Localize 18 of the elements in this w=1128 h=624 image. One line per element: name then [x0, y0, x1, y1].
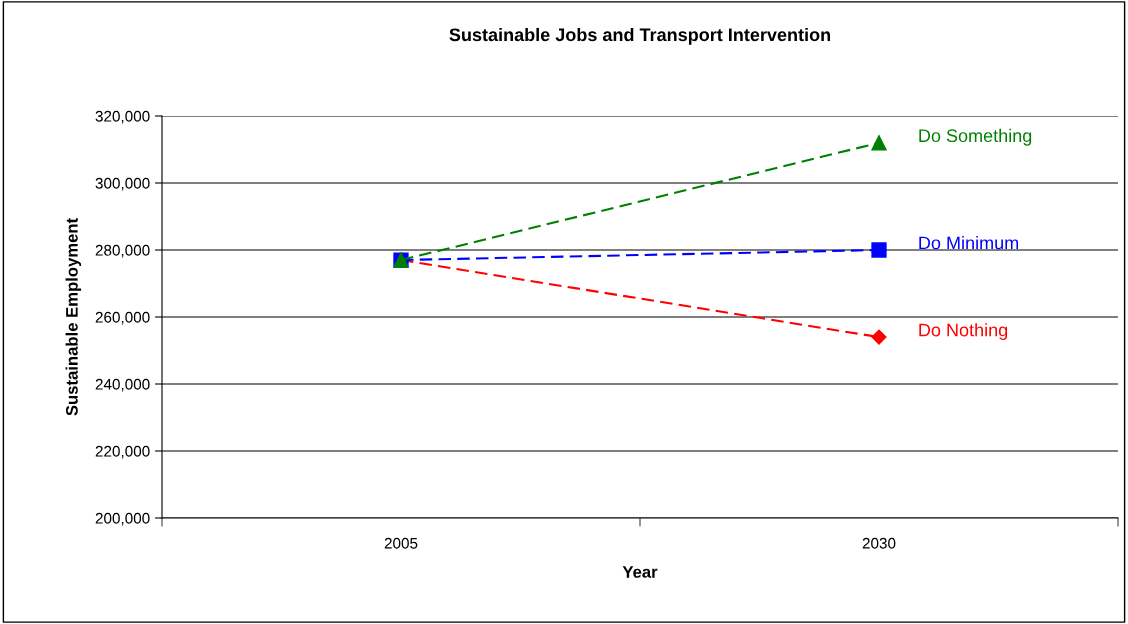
point	[871, 329, 887, 345]
y-tick-label: 240,000	[95, 378, 150, 392]
point	[871, 135, 887, 151]
x-tick-label: 2030	[862, 537, 896, 549]
series-label: Do Minimum	[919, 236, 1019, 250]
chart-title: Sustainable Jobs and Transport Intervention	[449, 27, 831, 45]
y-tick-label: 320,000	[95, 110, 150, 124]
y-tick-label: 280,000	[95, 244, 150, 258]
point	[871, 242, 887, 258]
series-label: Do Something	[919, 128, 1032, 146]
y-tick-label: 200,000	[95, 512, 150, 526]
x-axis-title: Year	[622, 566, 658, 578]
y-tick-label: 260,000	[95, 311, 150, 325]
y-tick-label: 220,000	[95, 445, 150, 459]
series-label: Do Nothing	[919, 323, 1008, 340]
y-tick-label: 300,000	[95, 177, 150, 191]
y-axis-title: Sustainable Employment	[65, 218, 82, 416]
x-tick-label: 2005	[384, 537, 418, 549]
